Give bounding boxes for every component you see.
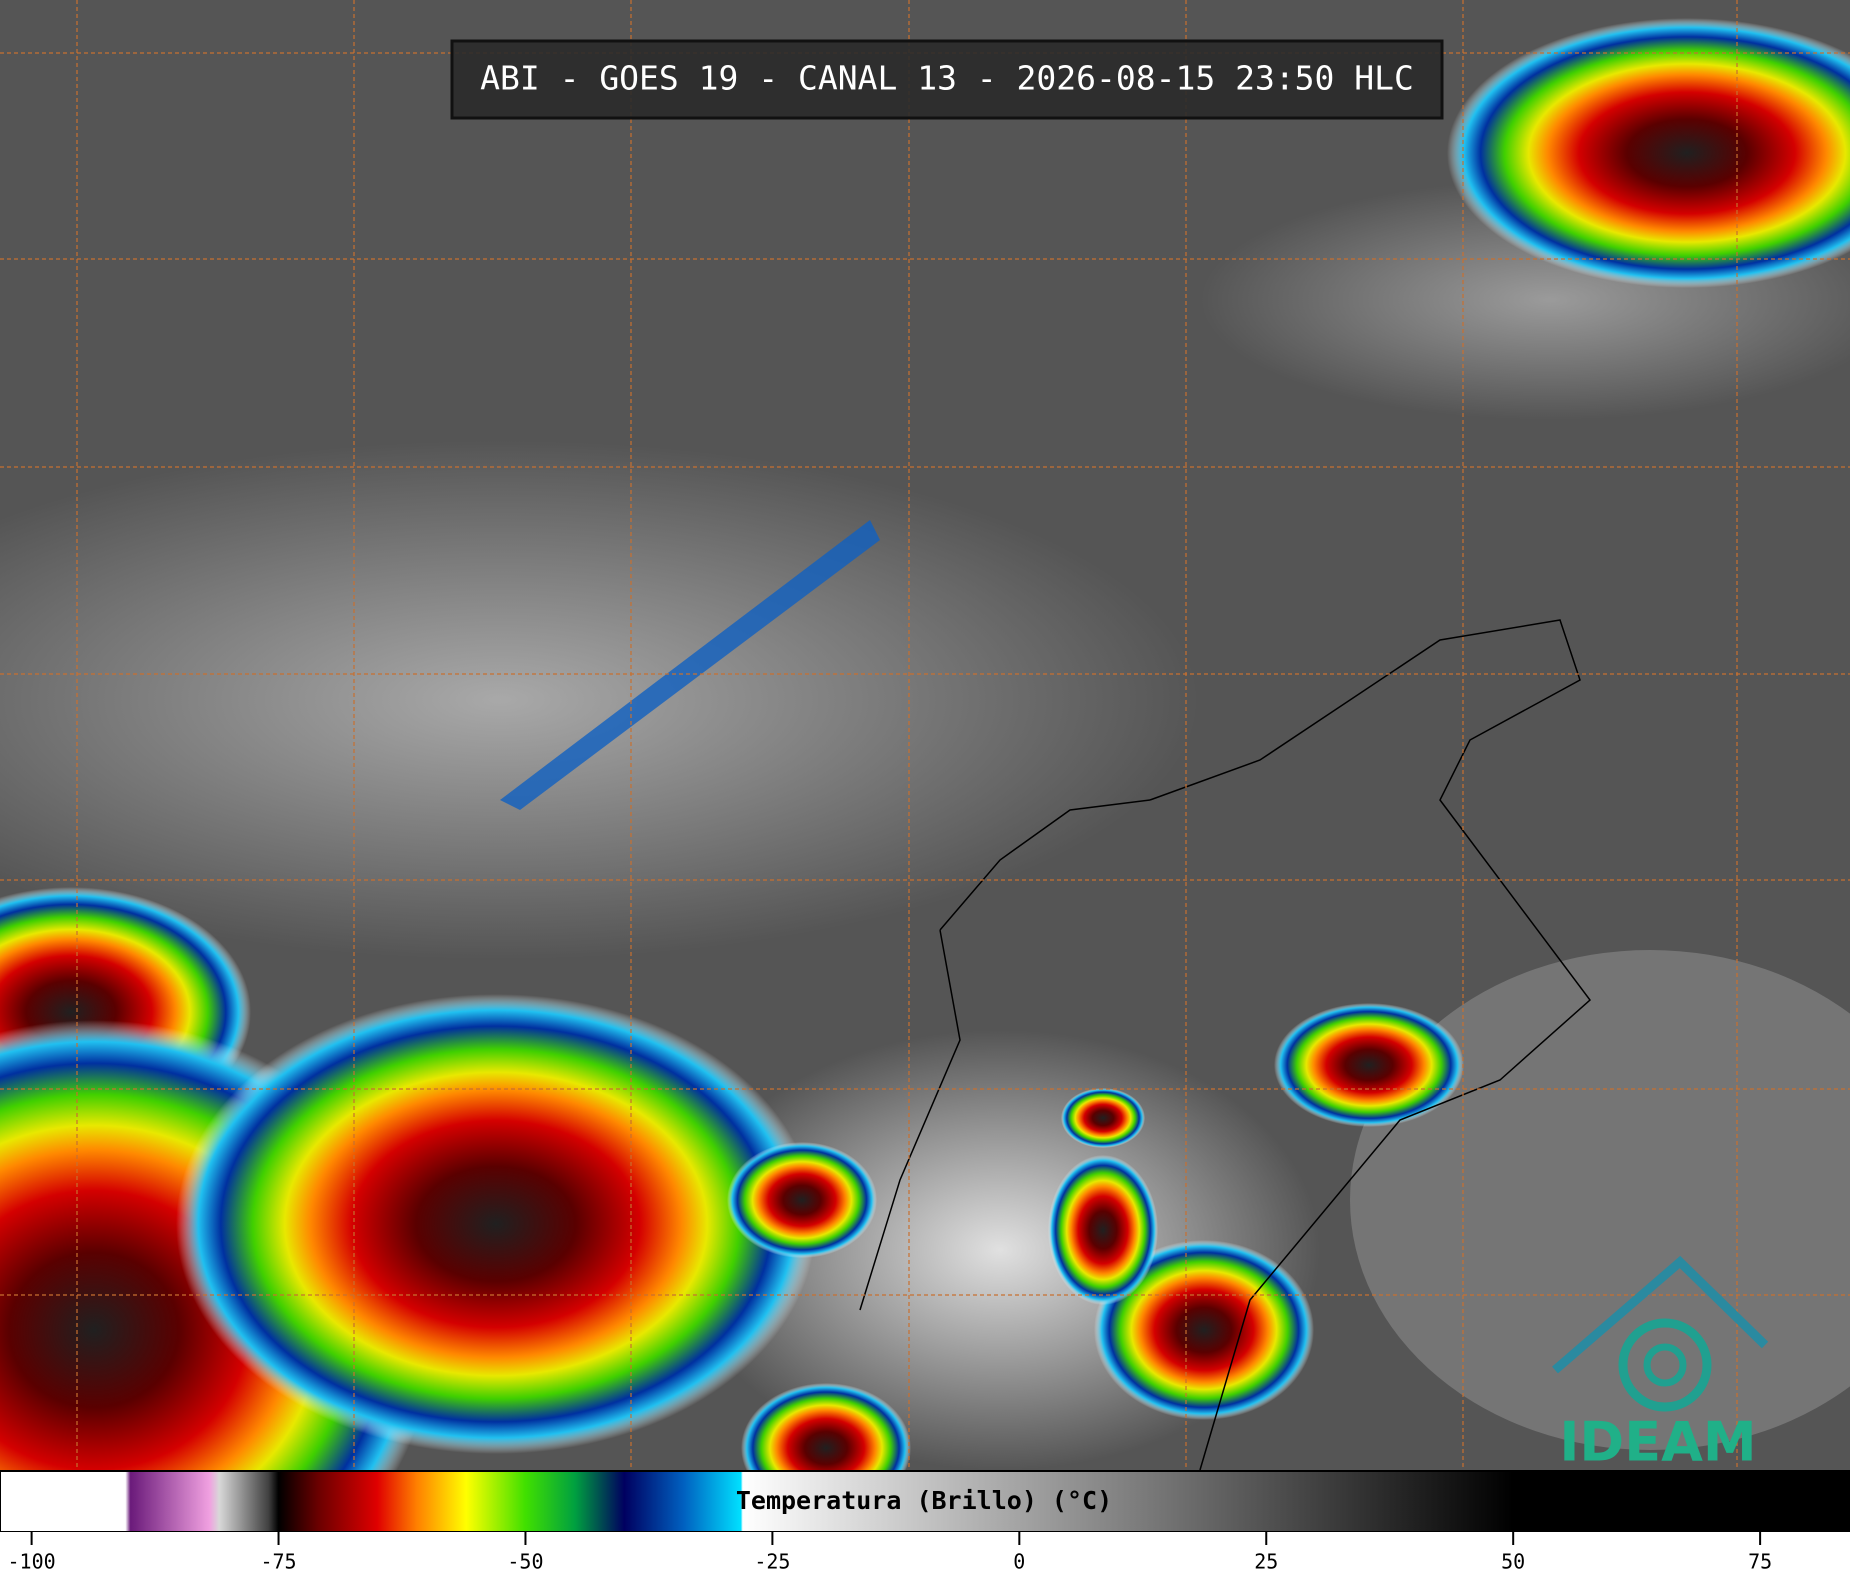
colorbar-label: Temperatura (Brillo) (°C) xyxy=(736,1486,1112,1515)
tick-label: 0 xyxy=(1013,1550,1025,1574)
tick-label: -50 xyxy=(507,1550,543,1574)
tick-label: -75 xyxy=(260,1550,296,1574)
logo-text: IDEAM xyxy=(1559,1411,1756,1474)
tick-label: 75 xyxy=(1748,1550,1772,1574)
tick-area xyxy=(0,1532,1850,1577)
title-box xyxy=(450,39,1444,120)
logo: IDEAM xyxy=(1552,1255,1769,1474)
title: ABI - GOES 19 - CANAL 13 - 2026-08-15 23… xyxy=(480,59,1414,98)
tick-label: 50 xyxy=(1501,1550,1525,1574)
tick-label: 25 xyxy=(1254,1550,1278,1574)
tick-label: -25 xyxy=(754,1550,790,1574)
tick-label: -100 xyxy=(8,1550,56,1574)
